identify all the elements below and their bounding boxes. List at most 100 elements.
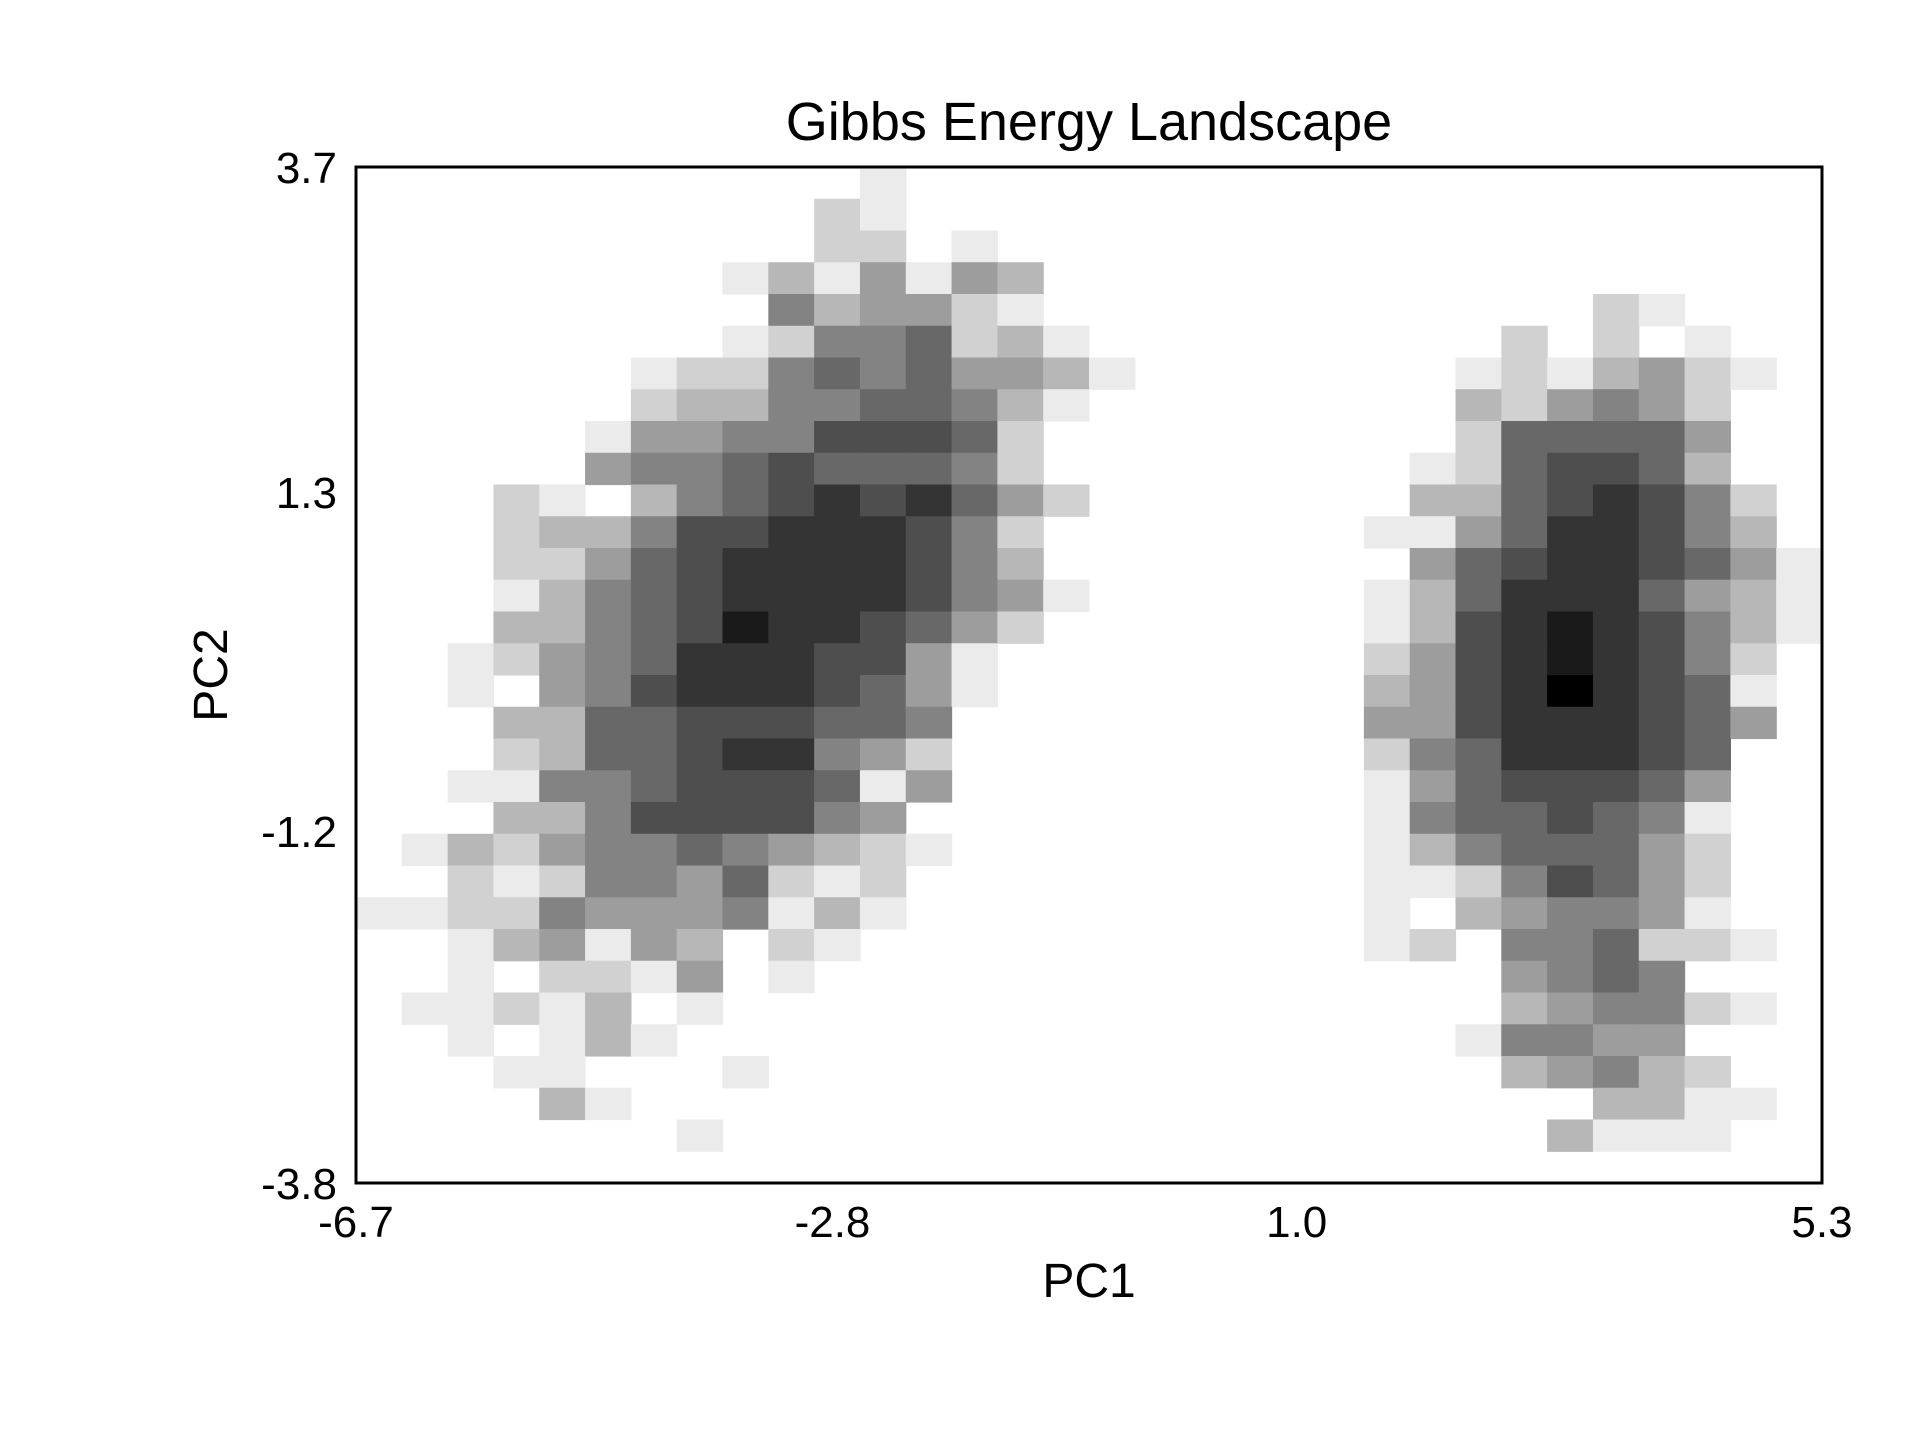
heatmap-cell (768, 770, 815, 803)
heatmap-cell (1501, 516, 1548, 549)
heatmap-cell (1363, 770, 1411, 803)
heatmap-cell (1638, 992, 1686, 1025)
heatmap-cell (1409, 706, 1457, 740)
heatmap-cell (768, 516, 815, 549)
heatmap-cell (1592, 992, 1640, 1025)
y-tick-label: -3.8 (261, 1160, 337, 1209)
heatmap-cell (585, 992, 632, 1025)
heatmap-cell (1501, 1024, 1548, 1057)
heatmap-cell (951, 675, 998, 708)
heatmap-cell (1592, 452, 1640, 486)
heatmap-cell (1592, 1024, 1640, 1057)
heatmap-cell (676, 1119, 724, 1152)
heatmap-cell (1730, 548, 1777, 581)
heatmap-cell (768, 452, 815, 486)
heatmap-cell (539, 548, 586, 581)
heatmap-cell (997, 262, 1044, 295)
heatmap-cell (585, 421, 632, 454)
heatmap-cell (539, 833, 586, 867)
heatmap-cell (1547, 357, 1594, 390)
heatmap-cell (1501, 897, 1548, 930)
heatmap-cell (1043, 357, 1090, 390)
heatmap-cell (1592, 294, 1640, 327)
heatmap-cell (1638, 579, 1686, 613)
heatmap-cell (539, 1056, 586, 1089)
heatmap-cell (1455, 611, 1502, 644)
heatmap-cell (1363, 833, 1411, 867)
heatmap-cell (493, 897, 540, 930)
heatmap-cell (585, 865, 632, 898)
heatmap-cell (1684, 421, 1731, 454)
heatmap-cell (493, 484, 540, 517)
heatmap-cell (1501, 706, 1548, 740)
heatmap-cell (1684, 992, 1731, 1025)
heatmap-cell (1684, 833, 1731, 867)
heatmap-cell (1592, 1087, 1640, 1121)
heatmap-cell (676, 960, 724, 994)
heatmap-cell (859, 833, 907, 867)
heatmap-cell (997, 452, 1044, 486)
heatmap-cell (1638, 452, 1686, 486)
heatmap-cell (1638, 770, 1686, 803)
heatmap-cell (1592, 960, 1640, 994)
heatmap-cell (859, 516, 907, 549)
heatmap-cell (676, 643, 724, 676)
heatmap-cell (997, 579, 1044, 613)
heatmap-cell (1501, 357, 1548, 390)
heatmap-cell (1638, 294, 1686, 327)
heatmap-cell (539, 675, 586, 708)
heatmap-cell (1592, 1056, 1640, 1089)
heatmap-cell (1684, 611, 1731, 644)
heatmap-cell (1501, 643, 1548, 676)
heatmap-cell (1684, 643, 1731, 676)
heatmap-cell (585, 738, 632, 771)
heatmap-cell (1501, 833, 1548, 867)
heatmap-cell (539, 611, 586, 644)
heatmap-cell (722, 357, 769, 390)
heatmap-cell (1730, 992, 1777, 1025)
heatmap-cell (1638, 643, 1686, 676)
heatmap-cell (905, 770, 953, 803)
heatmap-cell (768, 706, 815, 740)
heatmap-cell (905, 325, 953, 359)
heatmap-cell (768, 960, 815, 994)
heatmap-cell (1730, 516, 1777, 549)
heatmap-cell (539, 770, 586, 803)
heatmap-cell (1501, 579, 1548, 613)
x-tick-label: 5.3 (1791, 1198, 1852, 1247)
heatmap-cell (447, 865, 495, 898)
chart-title: Gibbs Energy Landscape (786, 92, 1392, 152)
heatmap-cell (859, 389, 907, 422)
heatmap-cell (768, 897, 815, 930)
heatmap-cell (768, 865, 815, 898)
heatmap-cell (1501, 992, 1548, 1025)
heatmap-cell (905, 294, 953, 327)
x-axis-label: PC1 (1042, 1255, 1135, 1308)
heatmap-cell (1547, 675, 1594, 708)
heatmap-cell (859, 643, 907, 676)
heatmap-cell (676, 706, 724, 740)
heatmap-cell (1684, 389, 1731, 422)
heatmap-cell (447, 992, 495, 1025)
heatmap-cell (1455, 865, 1502, 898)
heatmap-cell (1455, 1024, 1502, 1057)
heatmap-cell (859, 262, 907, 295)
heatmap-cell (1684, 484, 1731, 517)
heatmap-cell (859, 357, 907, 390)
heatmap-cell (997, 516, 1044, 549)
heatmap-cell (997, 357, 1044, 390)
heatmap-cell (814, 833, 861, 867)
y-axis-label: PC2 (185, 628, 238, 721)
heatmap-cell (676, 992, 724, 1025)
heatmap-cell (768, 929, 815, 962)
heatmap-cell (1684, 1119, 1731, 1152)
heatmap-cell (814, 675, 861, 708)
heatmap-cell (1043, 579, 1090, 613)
heatmap-cell (1455, 738, 1502, 771)
heatmap-cell (1730, 706, 1777, 740)
heatmap-cell (447, 643, 495, 676)
heatmap-cell (1684, 897, 1731, 930)
heatmap-cell (1501, 738, 1548, 771)
heatmap-cell (1638, 611, 1686, 644)
heatmap-cell (1547, 452, 1594, 486)
